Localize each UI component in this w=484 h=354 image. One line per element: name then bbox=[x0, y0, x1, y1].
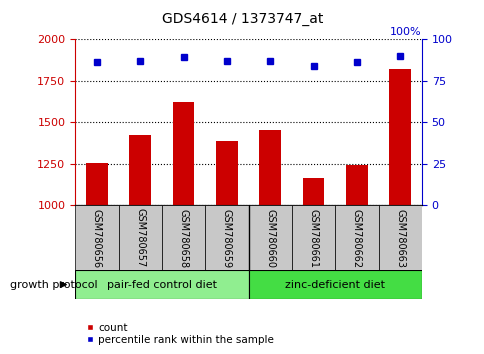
Text: GSM780661: GSM780661 bbox=[308, 209, 318, 268]
Bar bbox=[86, 163, 107, 205]
Bar bbox=[248, 270, 421, 299]
Bar bbox=[75, 270, 248, 299]
Text: GSM780659: GSM780659 bbox=[222, 209, 231, 268]
Bar bbox=[248, 205, 291, 271]
Bar bbox=[302, 178, 324, 205]
Text: pair-fed control diet: pair-fed control diet bbox=[106, 280, 216, 290]
Text: GSM780663: GSM780663 bbox=[394, 209, 405, 268]
Text: GSM780656: GSM780656 bbox=[91, 209, 102, 268]
Bar bbox=[346, 165, 367, 205]
Text: GDS4614 / 1373747_at: GDS4614 / 1373747_at bbox=[162, 12, 322, 27]
Bar bbox=[205, 205, 248, 271]
Bar bbox=[378, 205, 421, 271]
Text: growth protocol: growth protocol bbox=[10, 280, 97, 290]
Legend: count, percentile rank within the sample: count, percentile rank within the sample bbox=[80, 318, 277, 349]
Text: GSM780658: GSM780658 bbox=[178, 209, 188, 268]
Bar bbox=[118, 205, 162, 271]
Bar bbox=[162, 205, 205, 271]
Bar bbox=[215, 141, 237, 205]
Bar bbox=[259, 130, 281, 205]
Text: GSM780660: GSM780660 bbox=[265, 209, 274, 268]
Bar bbox=[75, 205, 118, 271]
Bar bbox=[291, 205, 334, 271]
Bar bbox=[129, 136, 151, 205]
Bar bbox=[389, 69, 410, 205]
Bar bbox=[172, 102, 194, 205]
Text: zinc-deficient diet: zinc-deficient diet bbox=[285, 280, 384, 290]
Text: GSM780657: GSM780657 bbox=[135, 209, 145, 268]
Text: 100%: 100% bbox=[390, 27, 421, 37]
Text: GSM780662: GSM780662 bbox=[351, 209, 361, 268]
Bar bbox=[334, 205, 378, 271]
